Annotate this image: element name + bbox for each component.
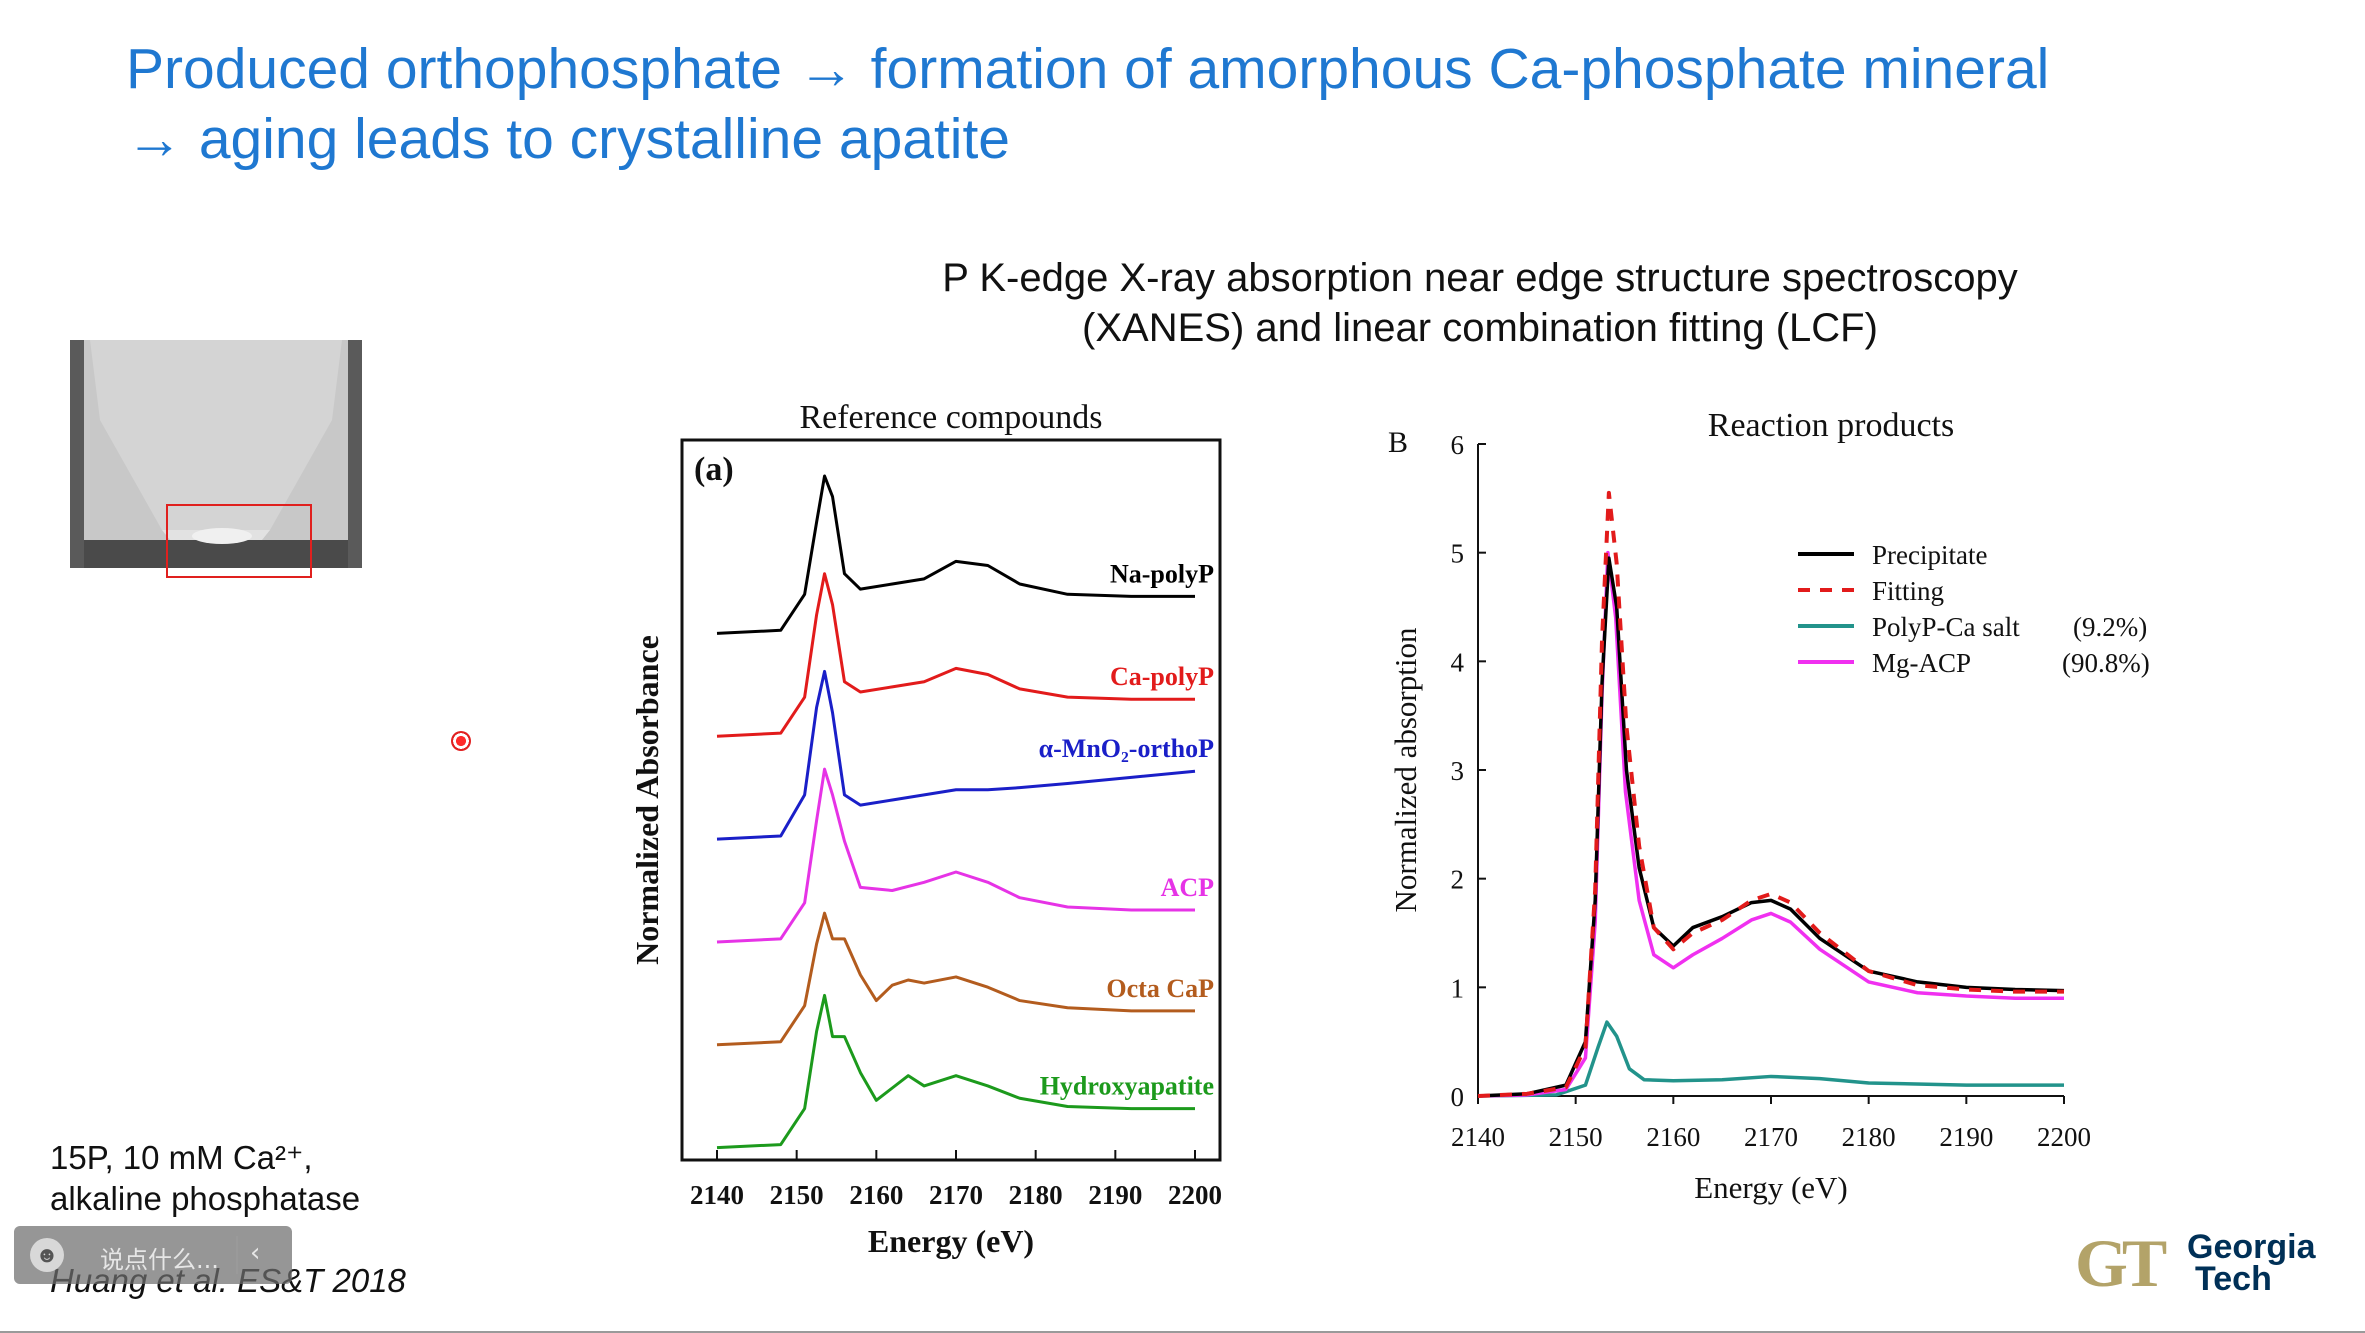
chevron-left-icon[interactable]: ‹ [250, 1238, 261, 1268]
chart-a-series-label-na-polyp: Na-polyP [1110, 559, 1214, 588]
chart-a-series-label-octa-cap: Octa CaP [1106, 974, 1214, 1003]
logo-text-line-2: Tech [2195, 1260, 2272, 1298]
chart-b-legend-label-polyp-ca-salt: PolyP-Ca salt [1872, 612, 2020, 642]
tube-drawing [70, 340, 362, 568]
bottom-border [0, 1331, 2365, 1333]
chart-b-panel-label: B [1388, 426, 1408, 459]
chart-b-xtick-label: 2140 [1451, 1122, 1505, 1152]
chart-a-title: Reference compounds [799, 399, 1102, 436]
figure-subtitle-line-2: (XANES) and linear combination fitting (… [1082, 306, 1878, 350]
logo-mark: GT [2075, 1225, 2167, 1301]
chart-b-ytick-label: 5 [1451, 539, 1465, 569]
chart-a-series-ca-polyp [716, 572, 1195, 738]
chart-b-legend-pct-polyp-ca-salt: (9.2%) [2073, 612, 2147, 642]
condition-note-line-2: alkaline phosphatase [50, 1180, 361, 1217]
laser-pointer-dot [451, 731, 471, 751]
chart-a-xtick-label: 2180 [1009, 1180, 1063, 1210]
chart-b-xtick-label: 2190 [1939, 1122, 1993, 1152]
chart-b-ylabel: Normalized absorption [1388, 627, 1423, 912]
chart-a-series-na-polyp [716, 474, 1195, 635]
chart-b-ytick-label: 4 [1451, 647, 1465, 677]
chart-b-xtick-label: 2150 [1549, 1122, 1603, 1152]
chart-b-ytick-label: 0 [1451, 1082, 1465, 1112]
smiley-icon[interactable]: ☻ [30, 1238, 64, 1272]
chart-b-legend-label-mg-acp: Mg-ACP [1872, 648, 1971, 678]
chart-b-ytick-label: 2 [1451, 865, 1465, 895]
chart-reaction-products: Reaction products B 0 1 2 3 4 5 6 2140 2150 2160 217… [1388, 407, 2150, 1205]
figure-subtitle-line-1: P K-edge X-ray absorption near edge stru… [942, 256, 2018, 300]
logo-text-line-1: Georgia [2187, 1228, 2316, 1266]
danmaku-input[interactable]: 说点什么... [100, 1246, 219, 1274]
chart-a-xlabel: Energy (eV) [868, 1223, 1034, 1259]
divider [236, 1236, 238, 1274]
chart-a-series-label-mno-orthop: α-MnO₂-orthoP [1039, 734, 1215, 763]
chart-a-xtick-label: 2150 [770, 1180, 824, 1210]
danmaku-input-bar[interactable]: ☻ 说点什么... ‹ [14, 1226, 292, 1284]
chart-a-ylabel: Normalized Absorbance [629, 635, 665, 965]
chart-b-ytick-label: 1 [1451, 973, 1465, 1003]
chart-b-xtick-label: 2160 [1646, 1122, 1700, 1152]
chart-a-panel-label: (a) [694, 451, 734, 488]
chart-a-series-label-hydroxyapatite: Hydroxyapatite [1040, 1072, 1214, 1101]
chart-b-xlabel: Energy (eV) [1694, 1170, 1848, 1205]
chart-b-ytick-label: 3 [1451, 756, 1465, 786]
chart-a-xtick-label: 2140 [690, 1180, 744, 1210]
chart-b-xtick-label: 2180 [1842, 1122, 1896, 1152]
chart-a-series-acp [716, 767, 1195, 944]
chart-a-series-label-ca-polyp: Ca-polyP [1110, 662, 1214, 691]
chart-b-ytick-label: 6 [1451, 430, 1465, 460]
chart-b-series-fitting [1477, 490, 2064, 1098]
sample-tube-photo [70, 340, 362, 568]
chart-a-xtick-label: 2160 [849, 1180, 903, 1210]
chart-b-series-polyp-ca-salt [1477, 1020, 2064, 1098]
chart-a-series-mno-orthop [716, 669, 1196, 841]
slide-title-line-2: → aging leads to crystalline apatite [126, 107, 1011, 171]
condition-note-line-1: 15P, 10 mM Ca²⁺, [50, 1139, 313, 1176]
chart-b-xtick-label: 2200 [2037, 1122, 2091, 1152]
chart-b-title: Reaction products [1708, 407, 1954, 444]
chart-a-xtick-label: 2200 [1168, 1180, 1222, 1210]
chart-b-legend-label-precipitate: Precipitate [1872, 540, 1987, 570]
chart-b-legend-pct-mg-acp: (90.8%) [2062, 648, 2150, 678]
chart-reference-compounds: Reference compounds (a) 2140 2150 2160 2170 21… [629, 399, 1222, 1259]
chart-b-legend-label-fitting: Fitting [1872, 576, 1944, 606]
chart-a-series-octa-cap [716, 911, 1195, 1047]
chart-a-xtick-label: 2170 [929, 1180, 983, 1210]
slide-title-line-1: Produced orthophosphate → formation of a… [126, 37, 2050, 101]
chart-a-xtick-label: 2190 [1088, 1180, 1142, 1210]
chart-b-xtick-label: 2170 [1744, 1122, 1798, 1152]
precipitate-highlight-box [166, 504, 312, 578]
georgia-tech-logo: GT Georgia Tech [2075, 1228, 2335, 1298]
chart-a-series-label-acp: ACP [1161, 873, 1215, 902]
chart-a-frame [680, 438, 1222, 1162]
chart-a-series-hydroxyapatite [716, 993, 1195, 1150]
